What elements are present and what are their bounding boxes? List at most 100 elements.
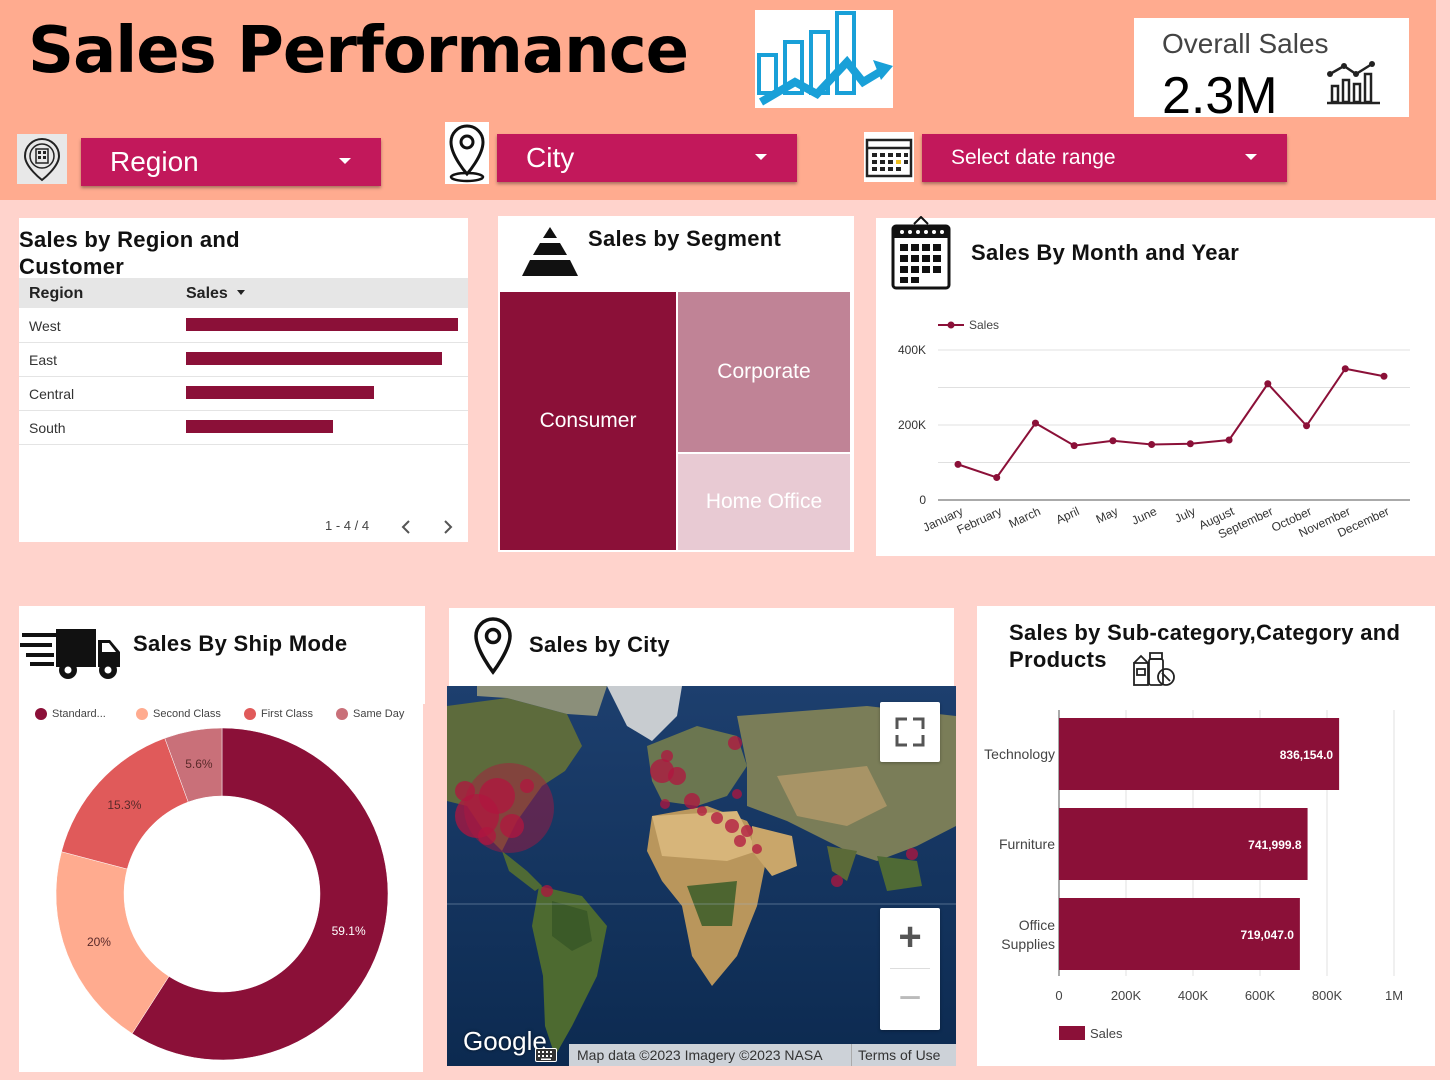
legend-label: Standard... xyxy=(52,708,106,720)
zoom-out-button[interactable]: − xyxy=(898,976,922,1020)
category-label: Furniture xyxy=(999,836,1055,852)
x-tick-label: July xyxy=(1172,504,1197,526)
region-dropdown[interactable]: Region xyxy=(81,138,381,186)
legend-marker xyxy=(947,321,955,329)
map-attribution: Map data ©2023 Imagery ©2023 NASA xyxy=(569,1044,851,1066)
data-point xyxy=(1380,372,1388,380)
date-range-dropdown[interactable]: Select date range xyxy=(922,134,1287,182)
segment-tile-corporate[interactable]: Corporate xyxy=(678,292,850,452)
data-point xyxy=(1031,419,1039,427)
month-chart-title: Sales By Month and Year xyxy=(971,240,1240,265)
table-row[interactable]: East xyxy=(19,343,468,377)
chevron-right-icon[interactable] xyxy=(442,519,454,535)
header-bar: Sales Performance Overall Sales 2.3M xyxy=(0,0,1436,200)
slice-label: 20% xyxy=(87,935,111,949)
building-pin-icon xyxy=(17,134,67,184)
donut-slice xyxy=(164,727,223,803)
table-row[interactable]: West xyxy=(19,309,468,343)
zoom-control: + − xyxy=(880,908,940,1030)
donut-slice xyxy=(131,727,389,1061)
category-label: Office xyxy=(1019,917,1056,933)
page-title: Sales Performance xyxy=(28,14,689,88)
ship-mode-title: Sales By Ship Mode xyxy=(133,631,348,656)
category-bar xyxy=(1059,718,1340,790)
terms-of-use-link[interactable]: Terms of Use xyxy=(851,1044,956,1066)
data-point xyxy=(1264,380,1272,388)
divider xyxy=(890,968,930,969)
sales-bar xyxy=(186,386,374,399)
slice-label: 59.1% xyxy=(332,924,366,938)
data-point xyxy=(1303,422,1311,430)
overall-sales-label: Overall Sales xyxy=(1162,28,1329,59)
legend-label: Sales xyxy=(969,318,999,332)
region-name: South xyxy=(29,420,66,436)
segment-title: Sales by Segment xyxy=(588,226,782,251)
legend-label: Same Day xyxy=(353,708,405,720)
sales-column-header[interactable]: Sales xyxy=(186,285,228,302)
chevron-down-icon xyxy=(1245,154,1257,160)
x-tick-label: 400K xyxy=(1178,988,1209,1003)
segment-tile-consumer[interactable]: Consumer xyxy=(500,292,676,550)
city-map[interactable]: + − Google Map data ©2023 Imagery ©2023 … xyxy=(447,686,956,1066)
legend-item[interactable]: Second Class xyxy=(136,708,221,720)
segment-tile-home-office[interactable]: Home Office xyxy=(678,454,850,550)
date-range-label: Select date range xyxy=(951,146,1116,169)
region-name: Central xyxy=(29,386,75,402)
x-tick-label: February xyxy=(955,504,1004,537)
data-point xyxy=(1070,442,1078,450)
slice-label: 15.3% xyxy=(107,798,141,812)
calendar-icon xyxy=(864,132,914,182)
location-pin-icon xyxy=(445,122,489,184)
x-tick-label: 800K xyxy=(1312,988,1343,1003)
y-tick-label: 400K xyxy=(898,343,926,357)
world-map-image xyxy=(447,686,956,1066)
products-icon xyxy=(1133,652,1175,686)
category-bar xyxy=(1059,808,1308,880)
region-column-header[interactable]: Region xyxy=(29,285,84,302)
category-label: Supplies xyxy=(1001,936,1055,952)
legend-label: First Class xyxy=(261,708,313,720)
location-pin-icon xyxy=(474,617,512,675)
table-row[interactable]: South xyxy=(19,411,468,445)
bar-value-label: 741,999.8 xyxy=(1248,838,1302,852)
category-label: Technology xyxy=(984,746,1055,762)
sales-line xyxy=(957,367,1385,479)
x-tick-label: 0 xyxy=(1055,988,1062,1003)
region-name: West xyxy=(29,318,61,334)
x-tick-label: 1M xyxy=(1385,988,1403,1003)
table-pagination-label: 1 - 4 / 4 xyxy=(325,518,370,533)
category-bar-chart: 0 200K 400K 600K 800K 1M 836,154.0 Technology 74… xyxy=(984,710,1403,1041)
data-point xyxy=(1148,441,1156,448)
data-point xyxy=(1225,436,1233,444)
data-point xyxy=(954,460,962,468)
slice-label: 5.6% xyxy=(185,757,213,771)
legend-item[interactable]: Same Day xyxy=(336,708,404,720)
donut-slice xyxy=(55,851,170,1034)
bar-value-label: 719,047.0 xyxy=(1240,928,1294,942)
keyboard-icon[interactable] xyxy=(535,1048,557,1062)
region-table-header: Region Sales xyxy=(19,278,468,308)
table-row[interactable]: Central xyxy=(19,377,468,411)
data-point xyxy=(1109,437,1117,445)
y-tick-label: 200K xyxy=(898,418,926,432)
chevron-down-icon xyxy=(339,158,351,164)
legend-swatch xyxy=(35,708,47,720)
x-tick-label: 200K xyxy=(1111,988,1142,1003)
category-bar xyxy=(1059,898,1300,970)
calendar-grid-icon xyxy=(891,216,951,290)
truck-icon xyxy=(20,629,120,679)
region-table-card xyxy=(19,218,468,542)
chart-logo-icon xyxy=(755,10,893,108)
chevron-down-icon xyxy=(755,154,767,160)
city-dropdown-label: City xyxy=(526,142,575,173)
fullscreen-button[interactable] xyxy=(880,702,940,762)
data-point xyxy=(1186,440,1194,448)
chevron-left-icon[interactable] xyxy=(400,519,412,535)
legend-item[interactable]: Standard... xyxy=(35,708,106,720)
city-title-card xyxy=(449,608,954,686)
legend-item[interactable]: First Class xyxy=(244,708,313,720)
city-dropdown[interactable]: City xyxy=(497,134,797,182)
ship-mode-donut-chart: 59.1% 20% 15.3% 5.6% xyxy=(55,727,389,1061)
zoom-in-button[interactable]: + xyxy=(898,915,922,959)
sort-desc-icon[interactable] xyxy=(237,290,245,295)
